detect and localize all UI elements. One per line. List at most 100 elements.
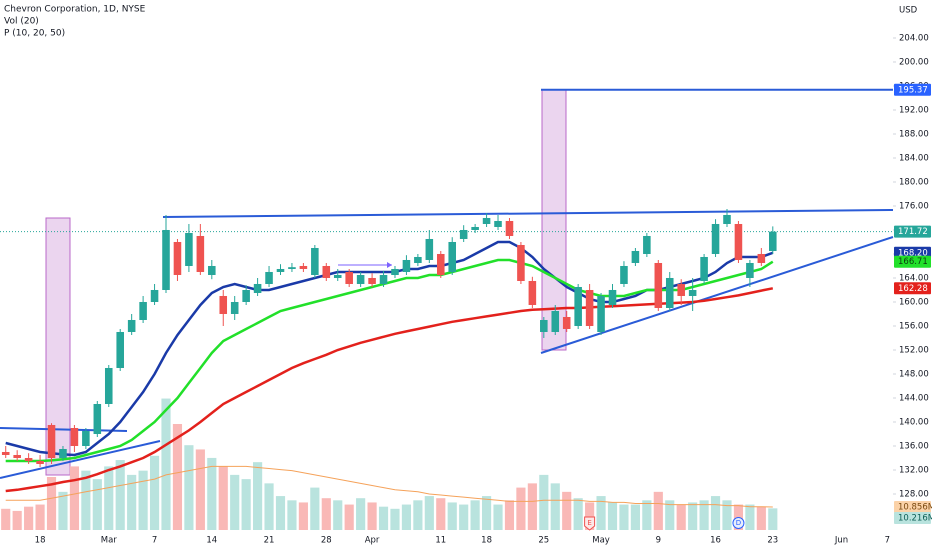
drawings: [0, 89, 894, 479]
candle-body: [425, 238, 434, 260]
candle-body: [173, 241, 182, 275]
candle-body: [540, 319, 548, 332]
volume-bar: [676, 504, 686, 530]
volume-bar: [344, 504, 354, 530]
x-tick-label: Apr: [365, 536, 380, 546]
x-tick-label: May: [592, 536, 610, 546]
candle-body: [517, 244, 525, 281]
volume-bar: [367, 502, 377, 530]
candle-body: [36, 460, 44, 464]
volume-bar: [665, 500, 675, 530]
volume-bar: [115, 460, 125, 530]
volume-bar: [585, 502, 595, 530]
volume-bar: [310, 487, 320, 530]
volume-bar: [35, 504, 45, 530]
volume-bar: [184, 445, 194, 530]
candle-body: [608, 289, 617, 305]
volume-bar: [470, 500, 480, 530]
candle-body: [528, 280, 537, 305]
candle-body: [345, 271, 353, 284]
candle-body: [208, 265, 216, 275]
candle-body: [116, 331, 124, 368]
indicator-label: P (10, 20, 50): [4, 29, 65, 39]
price-tag: [894, 512, 931, 524]
volume-bar: [436, 498, 446, 530]
candle-body: [688, 289, 697, 296]
candle-body: [47, 424, 56, 458]
volume-bar: [596, 496, 606, 530]
volume-bar: [333, 500, 343, 530]
volume-bar: [149, 455, 160, 530]
candle-body: [127, 319, 136, 332]
y-tick-label: 160.00: [899, 297, 929, 307]
y-tick-label: 136.00: [899, 441, 929, 451]
x-tick-label: 9: [656, 536, 661, 546]
candle-body: [13, 454, 21, 458]
x-tick-label: 7: [885, 536, 890, 546]
indicator-label: Vol (20): [4, 17, 39, 27]
candle-body: [333, 274, 342, 278]
candle-body: [597, 295, 605, 332]
y-tick-label: 176.00: [899, 201, 929, 211]
volume-bar: [275, 496, 286, 530]
volume-bar: [688, 502, 698, 530]
candle-body: [379, 274, 388, 284]
y-tick-label: 180.00: [899, 177, 929, 187]
volume-bar: [241, 479, 251, 530]
price-tag-label: 171.72: [898, 227, 928, 237]
candle-body: [93, 403, 102, 434]
candle-body: [711, 223, 720, 254]
candle-body: [562, 316, 571, 329]
candle-body: [757, 253, 766, 263]
price-tag-label: 195.37: [898, 85, 928, 95]
moving-average-line: [5, 287, 774, 493]
volume-bar: [642, 500, 652, 530]
price-tag: [894, 255, 931, 268]
volume-bar: [539, 474, 549, 530]
volume-bar: [92, 479, 102, 530]
volume-bar: [607, 502, 618, 530]
price-tag-label: 10.216M: [898, 514, 932, 524]
volume-bar: [24, 506, 34, 530]
x-tick-label: Jun: [834, 536, 848, 546]
volume-bar: [378, 506, 389, 530]
price-tag: [894, 225, 931, 238]
volume-bar: [573, 498, 583, 530]
volume-bar: [562, 491, 572, 530]
volume-bar: [104, 466, 114, 530]
price-tag-label: 10.856M: [898, 503, 932, 513]
candle-body: [242, 289, 250, 302]
volume-bar: [630, 504, 640, 530]
x-tick-label: 16: [710, 536, 721, 546]
y-tick-label: 204.00: [899, 33, 929, 43]
candle-body: [368, 277, 376, 284]
volume-bar: [390, 508, 400, 530]
volume-bar: [504, 500, 515, 530]
currency-label: USD: [899, 6, 918, 16]
candle-body: [482, 217, 491, 224]
y-tick-label: 132.00: [899, 465, 929, 475]
y-tick-label: 148.00: [899, 369, 929, 379]
x-tick-label: 25: [538, 536, 549, 546]
x-tick-label: 18: [481, 536, 492, 546]
candle-body: [322, 265, 331, 278]
event-marker: [732, 517, 745, 529]
candle-body: [288, 267, 296, 269]
candle-body: [459, 229, 468, 239]
volume-bar: [699, 500, 709, 530]
candle-body: [494, 220, 502, 227]
candle-body: [24, 457, 33, 461]
candle-body: [448, 241, 457, 272]
candle-body: [436, 253, 445, 275]
x-tick-label: 28: [321, 536, 332, 546]
candle-body: [505, 220, 514, 236]
volume-bar: [138, 470, 148, 530]
arrow-head: [387, 262, 392, 268]
volume-bar: [195, 449, 205, 530]
event-marker: [584, 516, 596, 531]
x-tick-label: 21: [264, 536, 275, 546]
price-tag-label: 162.28: [898, 284, 928, 294]
candle-body: [70, 427, 79, 446]
